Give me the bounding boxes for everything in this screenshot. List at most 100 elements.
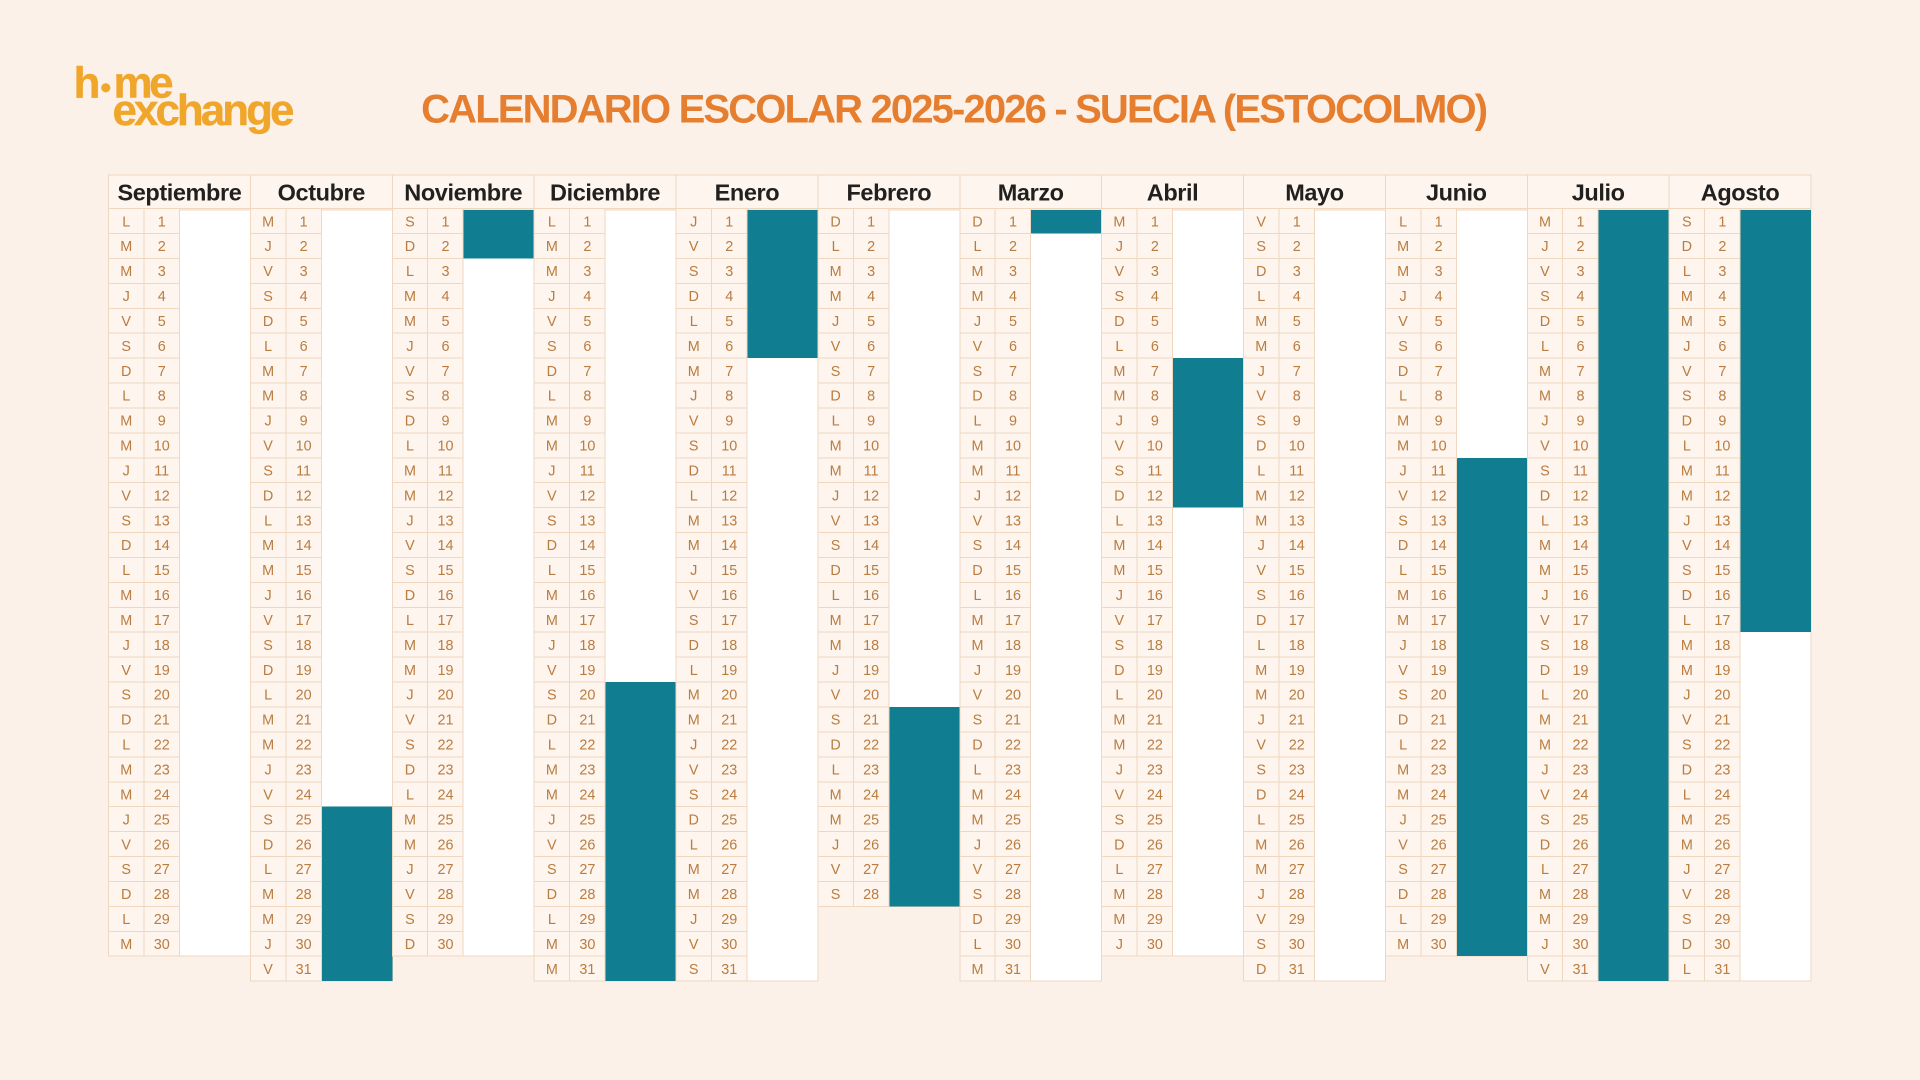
svg-text:J: J [690, 738, 697, 754]
svg-text:29: 29 [1289, 912, 1305, 928]
svg-text:30: 30 [1005, 937, 1021, 953]
svg-text:L: L [1399, 389, 1407, 405]
svg-text:23: 23 [296, 763, 312, 779]
svg-text:20: 20 [1147, 688, 1163, 704]
svg-text:V: V [547, 837, 557, 853]
svg-text:V: V [689, 763, 699, 779]
svg-text:14: 14 [154, 538, 170, 554]
svg-text:V: V [547, 488, 557, 504]
svg-text:S: S [1540, 289, 1550, 305]
svg-text:12: 12 [437, 488, 453, 504]
svg-text:L: L [122, 214, 130, 230]
svg-text:28: 28 [579, 887, 595, 903]
svg-text:M: M [546, 239, 558, 255]
svg-text:3: 3 [1718, 264, 1726, 280]
svg-text:6: 6 [1293, 339, 1301, 355]
svg-text:J: J [1400, 812, 1407, 828]
svg-text:V: V [1682, 364, 1692, 380]
svg-text:Junio: Junio [1426, 179, 1487, 205]
svg-text:29: 29 [1147, 912, 1163, 928]
svg-text:S: S [121, 513, 131, 529]
svg-text:J: J [123, 638, 130, 654]
svg-text:28: 28 [437, 887, 453, 903]
svg-text:D: D [405, 937, 415, 953]
svg-text:V: V [121, 314, 131, 330]
svg-text:23: 23 [1147, 763, 1163, 779]
svg-text:L: L [1115, 339, 1123, 355]
svg-text:L: L [973, 414, 981, 430]
svg-text:9: 9 [1293, 414, 1301, 430]
svg-text:8: 8 [725, 389, 733, 405]
svg-text:M: M [404, 638, 416, 654]
svg-text:J: J [690, 912, 697, 928]
svg-text:4: 4 [1009, 289, 1017, 305]
svg-text:M: M [262, 214, 274, 230]
svg-text:4: 4 [1576, 289, 1584, 305]
svg-text:S: S [973, 887, 983, 903]
svg-text:22: 22 [863, 738, 879, 754]
svg-text:J: J [1541, 588, 1548, 604]
svg-text:M: M [546, 613, 558, 629]
svg-text:Marzo: Marzo [998, 179, 1064, 205]
svg-text:J: J [832, 488, 839, 504]
svg-text:M: M [546, 763, 558, 779]
svg-text:S: S [405, 214, 415, 230]
svg-text:30: 30 [1714, 937, 1730, 953]
svg-text:5: 5 [1435, 314, 1443, 330]
svg-text:S: S [1398, 339, 1408, 355]
svg-text:J: J [690, 214, 697, 230]
svg-text:29: 29 [437, 912, 453, 928]
svg-text:11: 11 [864, 463, 879, 479]
svg-text:5: 5 [1151, 314, 1159, 330]
svg-text:M: M [546, 787, 558, 803]
svg-text:11: 11 [1005, 463, 1020, 479]
svg-text:4: 4 [1293, 289, 1301, 305]
svg-text:Octubre: Octubre [278, 179, 366, 205]
svg-text:L: L [1115, 688, 1123, 704]
svg-text:24: 24 [721, 787, 737, 803]
svg-text:Julio: Julio [1572, 179, 1625, 205]
svg-text:3: 3 [1293, 264, 1301, 280]
svg-text:13: 13 [1289, 513, 1305, 529]
svg-text:2: 2 [1435, 239, 1443, 255]
svg-text:Enero: Enero [715, 179, 780, 205]
svg-text:V: V [405, 538, 415, 554]
svg-text:12: 12 [1147, 488, 1163, 504]
svg-text:M: M [546, 937, 558, 953]
svg-text:J: J [1116, 414, 1123, 430]
svg-text:14: 14 [1147, 538, 1163, 554]
svg-text:19: 19 [1572, 663, 1588, 679]
svg-text:M: M [1397, 264, 1409, 280]
svg-text:10: 10 [1289, 439, 1305, 455]
svg-text:25: 25 [1572, 812, 1588, 828]
svg-text:1: 1 [300, 214, 308, 230]
svg-text:27: 27 [863, 862, 879, 878]
svg-text:17: 17 [1005, 613, 1021, 629]
svg-text:21: 21 [1289, 713, 1305, 729]
svg-text:V: V [1115, 613, 1125, 629]
svg-text:5: 5 [1009, 314, 1017, 330]
svg-text:27: 27 [1289, 862, 1305, 878]
svg-text:20: 20 [154, 688, 170, 704]
svg-text:L: L [1683, 787, 1691, 803]
svg-text:29: 29 [1714, 912, 1730, 928]
svg-text:J: J [406, 513, 413, 529]
svg-text:M: M [546, 588, 558, 604]
svg-text:S: S [1682, 738, 1692, 754]
svg-text:L: L [122, 389, 130, 405]
svg-text:11: 11 [1715, 463, 1730, 479]
svg-text:28: 28 [1005, 887, 1021, 903]
svg-text:M: M [830, 463, 842, 479]
svg-text:7: 7 [1718, 364, 1726, 380]
svg-text:V: V [1540, 962, 1550, 978]
svg-text:V: V [1256, 214, 1266, 230]
svg-text:20: 20 [1572, 688, 1588, 704]
svg-text:S: S [1256, 937, 1266, 953]
svg-text:D: D [1398, 713, 1408, 729]
svg-text:28: 28 [1431, 887, 1447, 903]
svg-text:CALENDARIO ESCOLAR 2025-2026 -: CALENDARIO ESCOLAR 2025-2026 - SUECIA (E… [421, 87, 1487, 131]
svg-text:J: J [265, 414, 272, 430]
svg-text:M: M [688, 513, 700, 529]
svg-text:9: 9 [1576, 414, 1584, 430]
svg-text:M: M [971, 613, 983, 629]
